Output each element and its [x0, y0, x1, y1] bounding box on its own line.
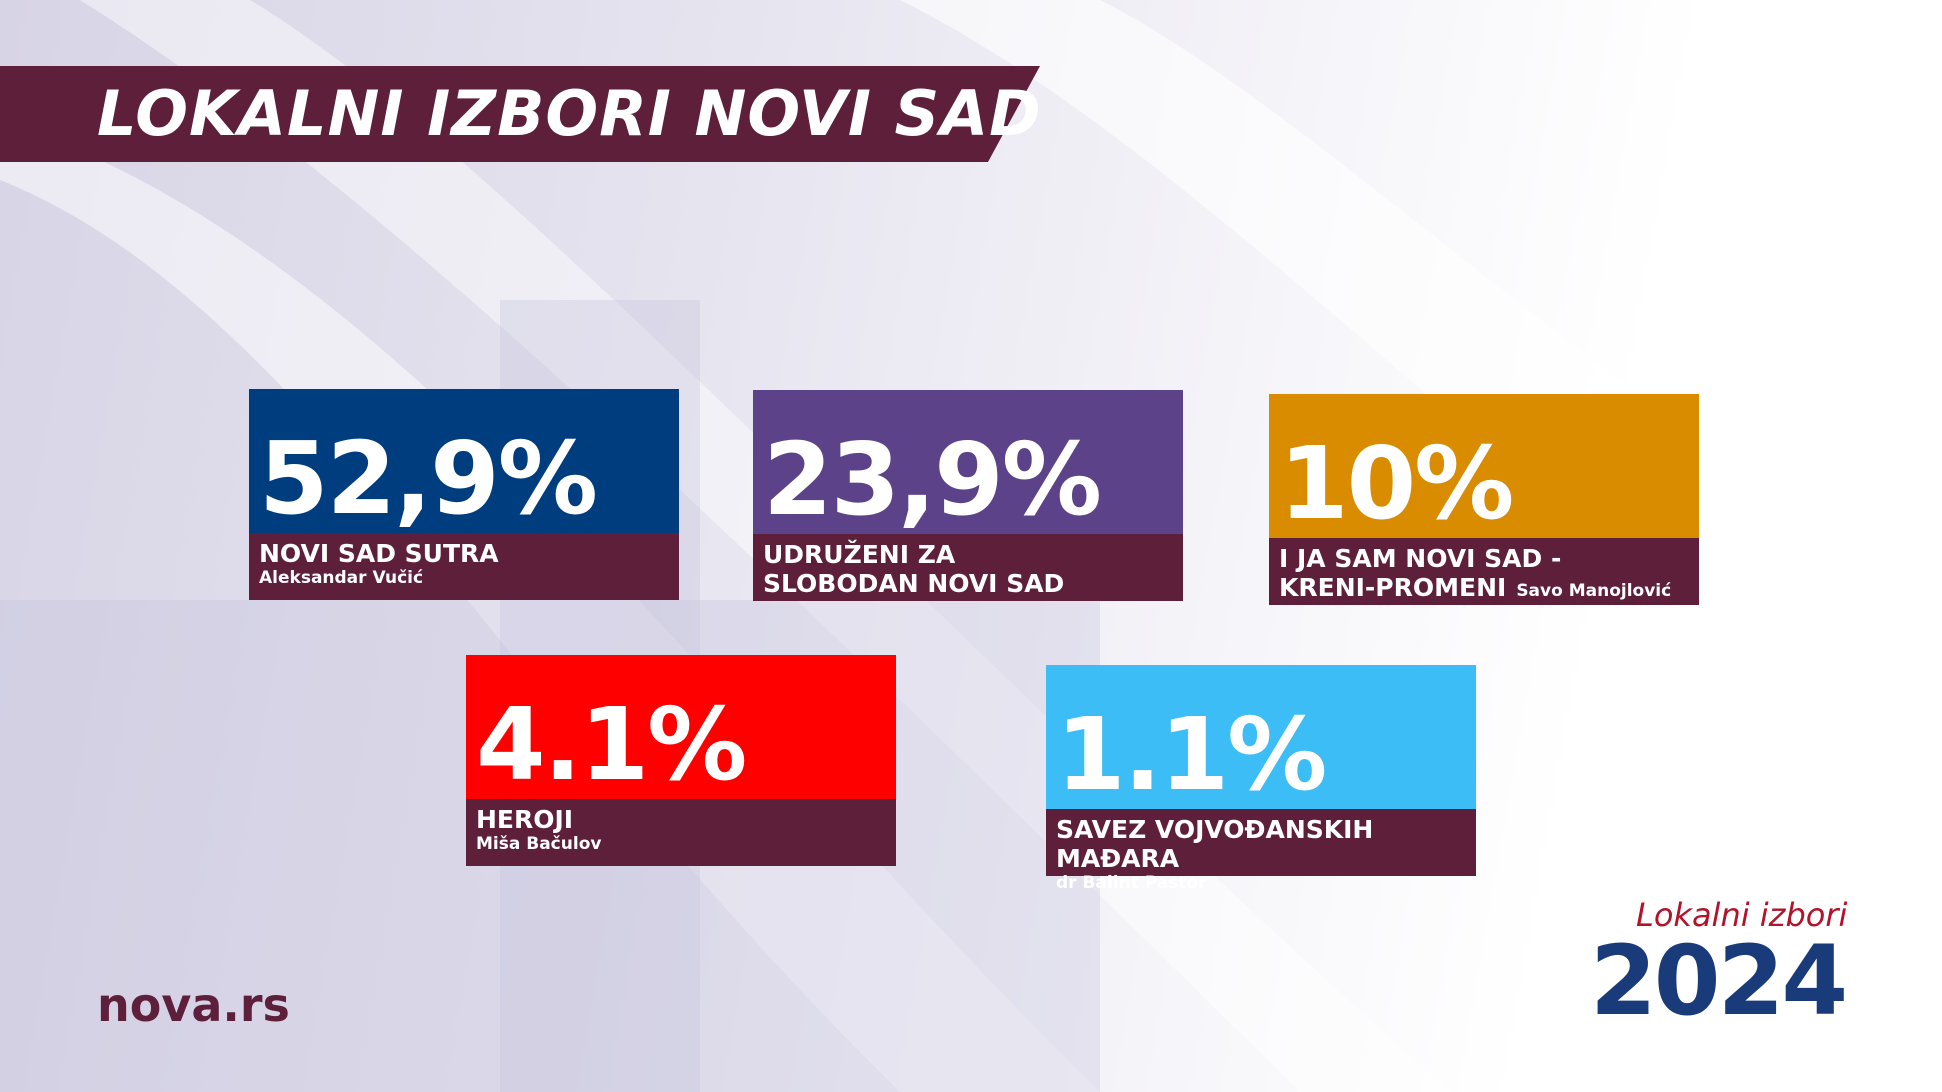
- result-value: 23,9%: [763, 421, 1102, 538]
- leader-name: Miša Bačulov: [476, 834, 602, 854]
- result-card: 52,9% NOVI SAD SUTRA Aleksandar Vučić: [249, 389, 679, 600]
- result-value: 10%: [1279, 425, 1514, 542]
- logo-year: 2024: [1590, 925, 1848, 1037]
- result-value: 52,9%: [259, 420, 598, 537]
- card-top: 4.1%: [466, 655, 896, 799]
- card-bottom: HEROJI Miša Bačulov: [466, 799, 896, 866]
- party-name: KRENI-PROMENI: [1279, 573, 1507, 602]
- result-card: 1.1% SAVEZ VOJVOĐANSKIH MAĐARA dr Balint…: [1046, 665, 1476, 893]
- result-value: 1.1%: [1056, 696, 1327, 813]
- logo-caption: Lokalni izbori: [1636, 896, 1848, 934]
- result-card: 23,9% UDRUŽENI ZA SLOBODAN NOVI SAD: [753, 390, 1183, 601]
- card-top: 52,9%: [249, 389, 679, 533]
- leader-name: Aleksandar Vučić: [259, 568, 424, 588]
- party-name: NOVI SAD SUTRA: [259, 539, 499, 568]
- brand: nova.rs: [97, 978, 290, 1032]
- card-top: 23,9%: [753, 390, 1183, 534]
- result-value: 4.1%: [476, 686, 747, 803]
- party-name: I JA SAM NOVI SAD -: [1279, 544, 1562, 573]
- card-bottom: SAVEZ VOJVOĐANSKIH MAĐARA dr Balint Past…: [1046, 809, 1476, 893]
- party-name: UDRUŽENI ZA: [763, 540, 956, 569]
- card-top: 10%: [1269, 394, 1699, 538]
- party-name: SAVEZ VOJVOĐANSKIH MAĐARA: [1056, 815, 1374, 873]
- card-top: 1.1%: [1046, 665, 1476, 809]
- party-name: SLOBODAN NOVI SAD: [763, 569, 1065, 598]
- leader-name: dr Balint Pastor: [1056, 873, 1207, 893]
- title: LOKALNI IZBORI NOVI SAD: [97, 77, 1042, 150]
- title-banner: [0, 66, 1040, 162]
- card-bottom: NOVI SAD SUTRA Aleksandar Vučić: [249, 533, 679, 600]
- leader-name: Savo Manojlović: [1516, 581, 1672, 601]
- result-card: 4.1% HEROJI Miša Bačulov: [466, 655, 896, 866]
- party-name: HEROJI: [476, 805, 574, 834]
- card-bottom: UDRUŽENI ZA SLOBODAN NOVI SAD: [753, 534, 1183, 601]
- result-card: 10% I JA SAM NOVI SAD - KRENI-PROMENI Sav…: [1269, 394, 1699, 605]
- card-bottom: I JA SAM NOVI SAD - KRENI-PROMENI Savo Ma…: [1269, 538, 1699, 605]
